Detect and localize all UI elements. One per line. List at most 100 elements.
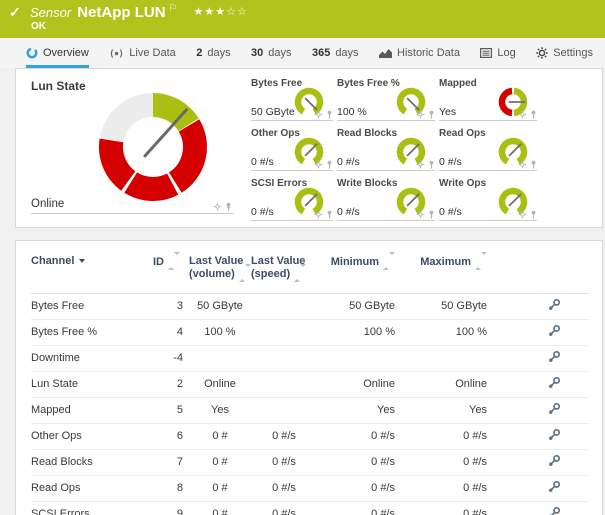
- gauge-pin-icon[interactable]: [530, 110, 537, 119]
- gauge-pin-icon[interactable]: [326, 110, 333, 119]
- lookup-gauge: [498, 87, 528, 117]
- tab-live-data[interactable]: Live Data: [109, 38, 176, 68]
- tab-30-days[interactable]: 30 days: [251, 47, 292, 59]
- page-title: NetApp LUN: [77, 4, 166, 21]
- gauge-gear-icon[interactable]: [314, 210, 323, 219]
- col-header-maximum[interactable]: Maximum: [401, 249, 493, 294]
- main-gauge-value: Online: [31, 198, 65, 210]
- col-header-last-speed[interactable]: Last Value (speed): [251, 249, 317, 294]
- gauge-gear-icon[interactable]: [416, 160, 425, 169]
- edit-channel-wrench-icon[interactable]: [548, 428, 561, 441]
- edit-channel-wrench-icon[interactable]: [548, 480, 561, 493]
- sort-desc-icon: [79, 259, 86, 263]
- channel-name: Downtime: [31, 345, 153, 372]
- sort-icon: [383, 252, 395, 270]
- gauge-gear-icon[interactable]: [518, 110, 527, 119]
- flag-icon[interactable]: ⚐: [168, 3, 178, 14]
- table-row[interactable]: Bytes Free % 4 100 % 100 % 100 %: [31, 319, 589, 346]
- channel-name: Read Ops: [31, 475, 153, 502]
- gauge-cell-read-ops: Read Ops 0 #/s: [439, 126, 541, 176]
- gauge-pin-icon[interactable]: [225, 202, 232, 211]
- gauge-pin-icon[interactable]: [428, 160, 435, 169]
- gauge-gear-icon[interactable]: [416, 110, 425, 119]
- edit-channel-wrench-icon[interactable]: [548, 402, 561, 415]
- sort-icon: [238, 264, 251, 282]
- status-check-icon: ✓: [9, 4, 21, 20]
- tab-overview[interactable]: Overview: [26, 38, 89, 68]
- gauge-pin-icon[interactable]: [428, 210, 435, 219]
- channel-gauge-grid: Bytes Free 50 GByte Bytes Free % 100 % M…: [251, 76, 541, 226]
- col-header-id[interactable]: ID: [153, 249, 189, 294]
- priority-stars[interactable]: ★★★☆☆: [193, 6, 248, 18]
- edit-channel-wrench-icon[interactable]: [548, 454, 561, 467]
- edit-channel-wrench-icon[interactable]: [548, 350, 561, 363]
- main-gauge-label: Lun State: [31, 79, 86, 93]
- radial-gauge: [294, 187, 324, 217]
- gauge-gear-icon[interactable]: [314, 110, 323, 119]
- table-row[interactable]: Bytes Free 3 50 GByte 50 GByte 50 GByte: [31, 293, 589, 320]
- table-row[interactable]: Downtime -4: [31, 345, 589, 372]
- col-header-minimum[interactable]: Minimum: [317, 249, 401, 294]
- radial-gauge: [294, 87, 324, 117]
- table-row[interactable]: Read Blocks 7 0 # 0 #/s 0 #/s 0 #/s: [31, 449, 589, 476]
- col-header-channel[interactable]: Channel: [31, 249, 153, 294]
- area-chart-icon: [379, 48, 392, 58]
- gauge-gear-icon[interactable]: [416, 210, 425, 219]
- col-header-tools: [493, 249, 589, 294]
- radial-gauge: [396, 87, 426, 117]
- radial-gauge: [498, 137, 528, 167]
- channel-name: Read Blocks: [31, 449, 153, 476]
- radial-gauge: [396, 137, 426, 167]
- sensor-header: ✓ Sensor NetApp LUN ⚐ ★★★☆☆ OK: [0, 0, 605, 38]
- tab-bar: Overview Live Data 2 days 30 days 365 days …: [0, 38, 605, 68]
- edit-channel-wrench-icon[interactable]: [548, 376, 561, 389]
- tab-2-days[interactable]: 2 days: [196, 47, 231, 59]
- main-gauge-value-row: Online: [31, 195, 234, 214]
- radial-gauge: [294, 137, 324, 167]
- edit-channel-wrench-icon[interactable]: [548, 506, 561, 515]
- sort-icon: [294, 264, 307, 282]
- overview-gauges-panel: Lun State Online Bytes Free 50 GByt: [15, 68, 603, 228]
- tab-historic-data[interactable]: Historic Data: [379, 38, 460, 68]
- gauge-pin-icon[interactable]: [326, 210, 333, 219]
- col-header-last-volume[interactable]: Last Value (volume): [189, 249, 251, 294]
- gauge-cell-mapped: Mapped Yes: [439, 76, 541, 126]
- gauge-gear-icon[interactable]: [518, 160, 527, 169]
- gauge-cell-bytes-free: Bytes Free 50 GByte: [251, 76, 337, 126]
- antenna-icon: [111, 48, 123, 58]
- gear-icon: [536, 47, 548, 59]
- gauge-cell-write-blocks: Write Blocks 0 #/s: [337, 176, 439, 226]
- gauge-gear-icon[interactable]: [314, 160, 323, 169]
- sort-icon: [475, 252, 487, 270]
- radial-gauge: [498, 187, 528, 217]
- gauge-cell-other-ops: Other Ops 0 #/s: [251, 126, 337, 176]
- gauge-pin-icon[interactable]: [326, 160, 333, 169]
- gauge-gear-icon[interactable]: [518, 210, 527, 219]
- sensor-status-badge: OK: [31, 21, 46, 32]
- tab-settings[interactable]: Settings: [536, 38, 593, 68]
- gauge-cell-write-ops: Write Ops 0 #/s: [439, 176, 541, 226]
- channel-name: Bytes Free %: [31, 319, 153, 346]
- table-row[interactable]: Read Ops 8 0 # 0 #/s 0 #/s 0 #/s: [31, 475, 589, 502]
- table-row[interactable]: Mapped 5 Yes Yes Yes: [31, 397, 589, 424]
- gauge-gear-icon[interactable]: [213, 202, 222, 211]
- table-row[interactable]: Lun State 2 Online Online Online: [31, 371, 589, 398]
- sort-icon: [168, 252, 180, 270]
- gauge-pin-icon[interactable]: [530, 210, 537, 219]
- gauge-pin-icon[interactable]: [530, 160, 537, 169]
- lun-state-gauge: [99, 93, 207, 201]
- edit-channel-wrench-icon[interactable]: [548, 298, 561, 311]
- channel-name: Mapped: [31, 397, 153, 424]
- edit-channel-wrench-icon[interactable]: [548, 324, 561, 337]
- tab-log[interactable]: Log: [480, 38, 516, 68]
- channel-name: Other Ops: [31, 423, 153, 450]
- table-row[interactable]: SCSI Errors 9 0 # 0 #/s 0 #/s 0 #/s: [31, 501, 589, 515]
- gauge-cell-bytes-free-pct: Bytes Free % 100 %: [337, 76, 439, 126]
- channel-table-panel: Channel ID Last Value (volume) Last Valu…: [15, 240, 603, 515]
- radial-gauge: [396, 187, 426, 217]
- sensor-title-line: Sensor NetApp LUN ⚐ ★★★☆☆: [30, 3, 248, 21]
- tab-365-days[interactable]: 365 days: [311, 47, 359, 59]
- gauge-pin-icon[interactable]: [428, 110, 435, 119]
- table-row[interactable]: Other Ops 6 0 # 0 #/s 0 #/s 0 #/s: [31, 423, 589, 450]
